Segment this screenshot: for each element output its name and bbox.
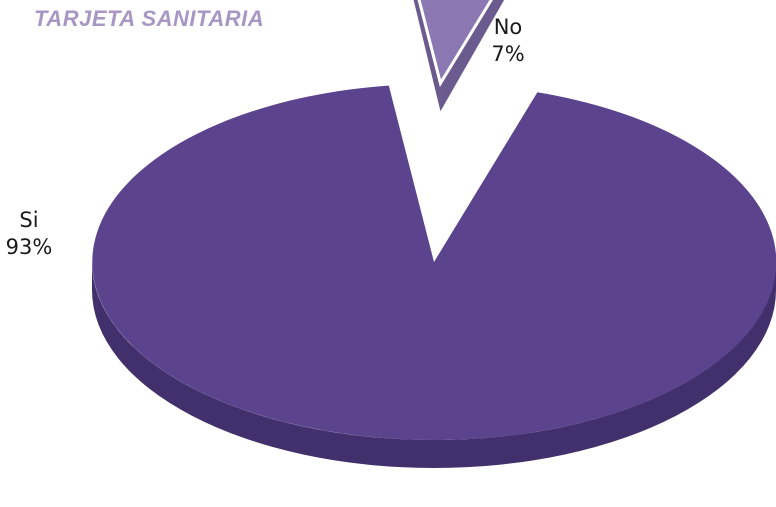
- slice-si: [92, 85, 776, 441]
- chart-title: TARJETA SANITARIA: [34, 6, 265, 31]
- slice-no: [417, 0, 493, 88]
- label-si: Si 93%: [4, 207, 54, 261]
- label-si-name: Si: [19, 208, 39, 232]
- slice-no-side-right: [440, 0, 505, 112]
- label-no-name: No: [493, 15, 523, 39]
- label-no: No 7%: [482, 14, 534, 68]
- label-si-percent: 93%: [5, 235, 53, 259]
- label-no-percent: 7%: [491, 42, 525, 66]
- slices-layer: [92, 0, 776, 468]
- slice-si-side: [92, 262, 776, 468]
